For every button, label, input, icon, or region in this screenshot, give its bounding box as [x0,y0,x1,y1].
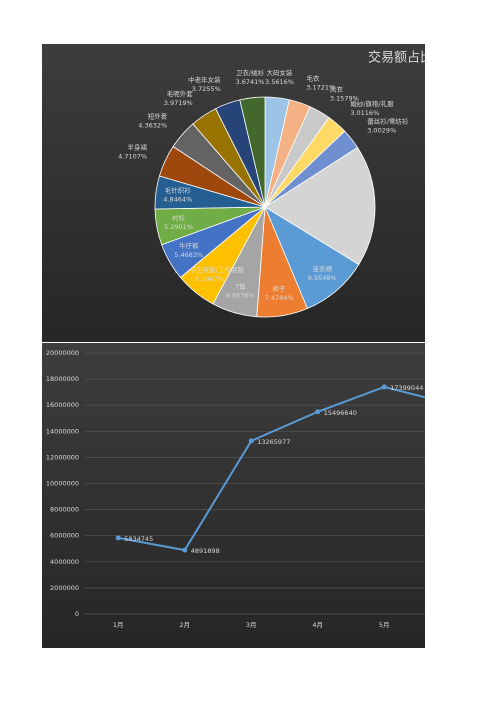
y-tick-label: 16000000 [46,401,79,409]
slice-value-label: 5.4683% [174,251,203,259]
slice-value-label: 9.9548% [308,274,337,282]
y-tick-label: 6000000 [50,532,79,540]
slice-label: T恤 [234,281,246,290]
slice-label: 毛衣 [306,74,320,83]
x-tick-label: 4月 [312,621,323,629]
slice-label: 半身裙 [128,142,148,151]
y-tick-label: 14000000 [46,427,79,435]
line-point [448,401,453,406]
y-tick-label: 2000000 [50,584,79,592]
slice-value-label: 3.0029% [367,127,396,135]
y-tick-label: 10000000 [46,480,79,488]
slice-value-label: 7.4784% [265,294,294,302]
slice-label: 套装/学生校服/工作制服 [175,265,245,274]
slice-value-label: 3.9719% [164,99,193,107]
slice-label: 毛针织衫 [165,185,192,194]
slice-label: 蕾丝衫/雪纺衫 [367,117,409,126]
y-tick-label: 12000000 [46,453,79,461]
slice-value-label: 3.5616% [265,78,294,86]
data-label: 16100000 [457,401,490,409]
line-panel [42,343,425,648]
chart-title: 交易额占比 [368,50,433,66]
data-label: 4891898 [191,547,220,555]
slice-label: 卫衣/绒衫 [236,68,265,77]
slice-value-label: 4.3632% [138,121,167,129]
y-tick-label: 20000000 [46,349,79,357]
x-tick-label: 2月 [179,621,190,629]
data-label: 17399044 [390,384,423,392]
slice-value-label: 3.7255% [192,85,221,93]
slice-value-label: 5.2901% [164,223,193,231]
slice-label: 大码女装 [267,68,294,77]
data-label: 5834745 [124,535,153,543]
pie-slice [264,146,376,266]
slice-label: 风衣 [330,84,344,93]
line-point [182,547,188,553]
slice-value-label: 4.7107% [118,152,147,160]
slice-value-label: 6.1067% [195,275,224,283]
data-label: 15496640 [324,409,357,417]
line-series [118,385,425,552]
slice-label: 连衣裙 [312,264,332,273]
x-tick-label: 3月 [246,621,257,629]
y-tick-label: 0 [75,610,79,618]
slice-value-label: 3.1721% [306,84,335,92]
slice-label: 中老年女装 [188,75,221,84]
slice-value-label: 3.0116% [350,109,379,117]
slice-label: 毛呢外套 [167,89,194,98]
slice-value-label: 3.6741% [236,78,265,86]
pie-slice [239,96,266,208]
slice-value-label: 4.8464% [163,195,192,203]
slice-label: 婚纱/旗袍/礼服 [350,99,394,108]
data-label: 13265977 [257,438,290,446]
line-point [248,438,254,444]
x-tick-label: 5月 [379,621,390,629]
slice-value-label: 6.6576% [226,291,255,299]
line-chart: 0 2000000 4000000 6000000 8000000 10000000 120… [46,349,490,629]
y-tick-label: 4000000 [50,558,79,566]
slice-value-label: 3.1579% [330,94,359,102]
y-tick-label: 8000000 [50,506,79,514]
x-tick-label: 1月 [113,621,124,629]
slice-label: 衬衫 [172,213,186,222]
slice-label: 牛仔裤 [179,241,199,250]
line-point [115,535,121,541]
line-point [381,384,387,390]
slice-label: 裤子 [273,284,287,293]
y-tick-label: 18000000 [46,375,79,383]
slice-label: 短外套 [148,111,168,120]
line-point [315,409,321,415]
